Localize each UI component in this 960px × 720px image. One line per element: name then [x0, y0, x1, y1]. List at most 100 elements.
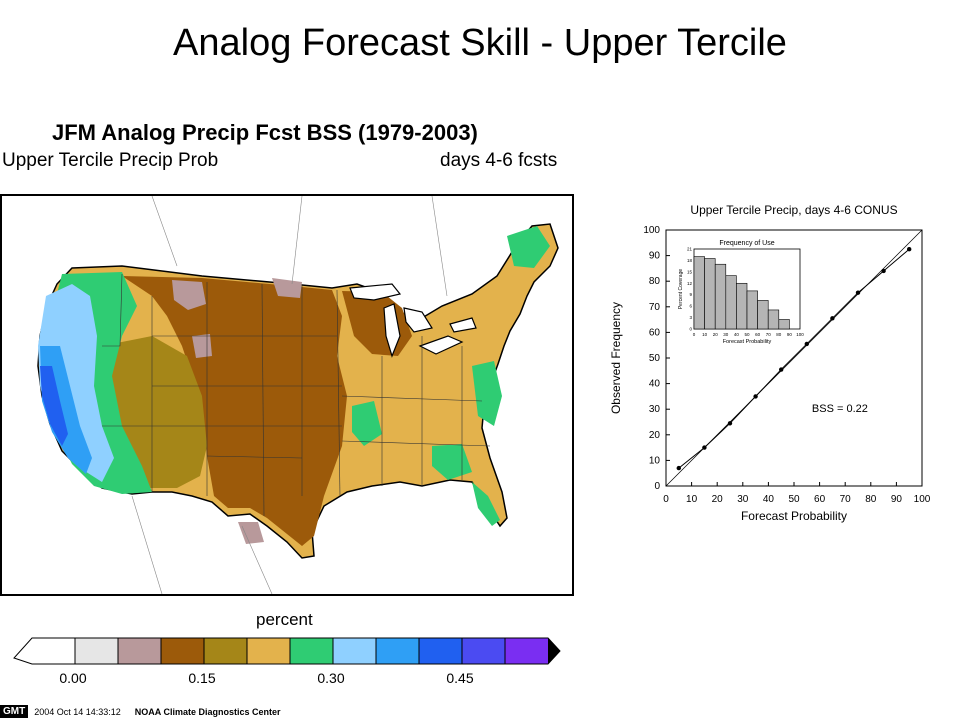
reliability-point	[676, 465, 681, 471]
reliability-point	[779, 367, 784, 372]
skill-map	[0, 194, 574, 596]
colorbar-tick-label: 0.30	[317, 670, 345, 686]
colorbar-swatch	[289, 637, 334, 665]
x-tick-label: 60	[814, 494, 826, 505]
gmt-logo: GMT	[0, 705, 29, 718]
colorbar-swatch	[117, 637, 162, 665]
mauve-patch	[172, 280, 206, 310]
east-green-region	[352, 401, 382, 446]
inset-bar	[704, 258, 716, 330]
inset-title: Frequency of Use	[719, 240, 774, 247]
y-tick-label: 80	[649, 276, 661, 287]
inset-x-tick-label: 90	[787, 332, 793, 337]
inset-bar	[767, 309, 780, 330]
colorbar-swatch	[418, 637, 463, 665]
inset-x-tick-label: 80	[776, 332, 782, 337]
map-graphic	[37, 196, 559, 594]
reliability-point	[753, 394, 758, 399]
inset-x-tick-label: 60	[755, 332, 761, 337]
y-tick-label: 100	[643, 225, 660, 236]
footer-timestamp: 2004 Oct 14 14:33:12	[34, 706, 121, 717]
inset-x-axis-label: Forecast Probability	[723, 339, 772, 345]
colorbar	[13, 637, 561, 665]
inset-bar	[714, 263, 727, 330]
reliability-title: Upper Tercile Precip, days 4-6 CONUS	[690, 203, 897, 217]
map-panel: JFM Analog Precip Fcst BSS (1979-2003) U…	[0, 110, 600, 720]
inset-y-axis-label: Percent Coverage	[678, 269, 684, 310]
x-tick-label: 0	[663, 494, 669, 505]
y-tick-label: 10	[649, 455, 661, 466]
y-tick-label: 20	[649, 430, 661, 441]
x-tick-label: 70	[840, 494, 852, 505]
y-axis-label: Observed Frequency	[609, 302, 623, 414]
x-tick-label: 100	[914, 494, 931, 505]
bss-annotation: BSS = 0.22	[812, 403, 868, 415]
east-green-region	[507, 226, 550, 268]
inset-bar	[757, 300, 769, 330]
y-tick-label: 50	[649, 353, 661, 364]
y-tick-label: 40	[649, 379, 661, 390]
colorbar-swatch	[74, 637, 119, 665]
mauve-patch	[272, 278, 302, 298]
outside-borders	[131, 196, 448, 594]
mauve-patch	[238, 522, 264, 544]
footer: GMT 2004 Oct 14 14:33:12 NOAA Climate Di…	[0, 703, 600, 720]
reliability-point	[907, 247, 912, 252]
inset-bar	[736, 282, 748, 330]
inset-x-tick-label: 40	[734, 332, 740, 337]
colorbar-swatch	[332, 637, 377, 665]
inset-y-tick-label: 9	[689, 292, 692, 297]
east-green-region	[472, 361, 502, 426]
reliability-point	[702, 445, 707, 450]
reliability-point	[830, 316, 835, 321]
x-tick-label: 20	[712, 494, 724, 505]
y-tick-label: 90	[649, 251, 661, 262]
reliability-point	[727, 421, 733, 426]
inset-y-tick-label: 0	[689, 327, 692, 332]
colorbar-tick-label: 0.00	[59, 670, 87, 686]
y-tick-label: 60	[649, 327, 661, 338]
inset-y-tick-label: 18	[687, 258, 693, 263]
state-boundaries	[102, 273, 491, 517]
reliability-point	[881, 268, 886, 274]
colorbar-tick-label: 0.45	[446, 670, 474, 686]
map-subtitle-right: days 4-6 fcsts	[440, 150, 558, 171]
y-tick-label: 70	[649, 302, 661, 313]
reliability-curve	[678, 248, 910, 469]
map-subtitle-left: Upper Tercile Precip Prob	[2, 150, 219, 171]
map-title: JFM Analog Precip Fcst BSS (1979-2003)	[52, 120, 478, 145]
colorbar-swatch	[246, 637, 291, 665]
colorbar-swatch	[13, 637, 76, 665]
x-tick-label: 90	[891, 494, 903, 505]
reliability-point	[855, 290, 861, 295]
x-tick-label: 80	[865, 494, 877, 505]
y-tick-label: 0	[654, 481, 660, 492]
inset-y-tick-label: 6	[689, 304, 692, 309]
colorbar-swatch	[375, 637, 420, 665]
inset-bar	[725, 275, 737, 330]
florida-green	[472, 482, 500, 526]
inset-x-tick-label: 50	[744, 332, 750, 337]
inset-bar	[778, 319, 790, 330]
great-lakes	[349, 283, 477, 358]
plains-dry-region	[122, 276, 347, 546]
colorbar-unit: percent	[256, 610, 313, 629]
inset-x-tick-label: 0	[693, 332, 696, 337]
colorbar-swatch	[461, 637, 506, 665]
x-tick-label: 10	[686, 494, 698, 505]
inset-y-tick-label: 15	[687, 269, 693, 274]
inset-x-tick-label: 30	[723, 332, 729, 337]
slide-title: Analog Forecast Skill - Upper Tercile	[173, 22, 787, 64]
inset-bar	[693, 256, 705, 330]
x-tick-label: 50	[788, 494, 800, 505]
x-axis-label: Forecast Probability	[741, 509, 847, 523]
inset-y-tick-label: 12	[687, 281, 693, 286]
inset-x-tick-label: 100	[796, 332, 804, 337]
inset-y-tick-label: 21	[687, 247, 693, 252]
inset-y-tick-label: 3	[689, 315, 692, 320]
inset-x-tick-label: 10	[702, 332, 708, 337]
west-coast-dark-blue	[40, 366, 68, 446]
footer-center-name: NOAA Climate Diagnostics Center	[134, 706, 281, 717]
colorbar-tick-label: 0.15	[188, 670, 216, 686]
x-tick-label: 40	[763, 494, 775, 505]
